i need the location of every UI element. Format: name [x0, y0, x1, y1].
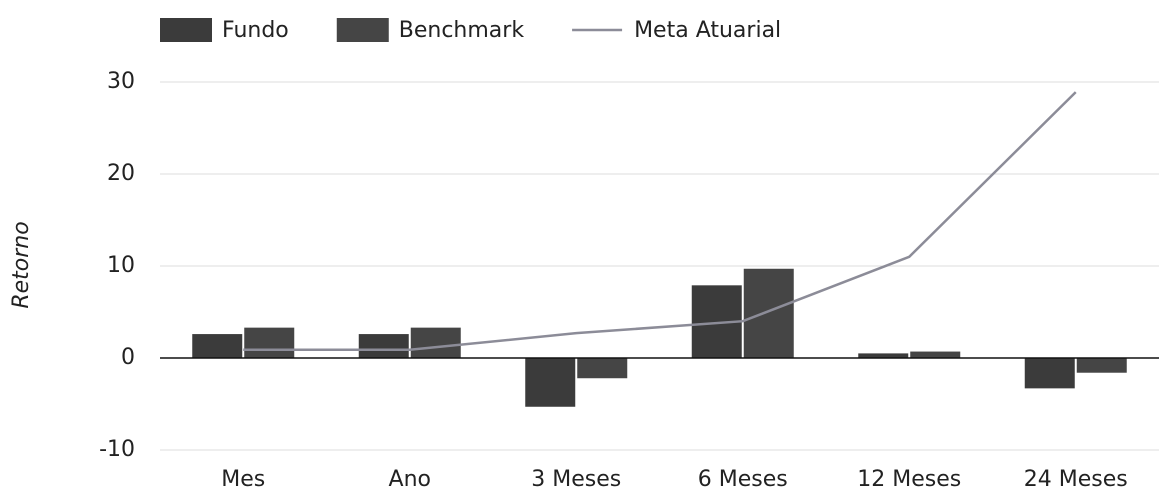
bar [577, 358, 628, 379]
x-tick-label: 6 Meses [698, 467, 788, 491]
x-tick-label: Mes [221, 467, 265, 491]
bar [410, 327, 461, 358]
legend-label: Meta Atuarial [634, 18, 781, 43]
bar [358, 334, 409, 358]
bar [1024, 358, 1075, 389]
legend-label: Benchmark [399, 18, 525, 43]
bar [192, 334, 243, 358]
legend-swatch [160, 18, 212, 42]
bar [743, 268, 794, 358]
legend-swatch [336, 18, 389, 42]
y-tick-label: -10 [99, 437, 135, 462]
y-tick-label: 10 [107, 253, 135, 278]
y-tick-label: 30 [107, 69, 135, 94]
bar [1076, 358, 1127, 373]
bar [244, 327, 295, 358]
x-tick-label: 24 Meses [1024, 467, 1128, 491]
x-tick-label: Ano [389, 467, 431, 491]
y-axis-label: Retorno [9, 221, 34, 308]
bar [910, 351, 961, 358]
x-tick-label: 3 Meses [531, 467, 621, 491]
x-tick-label: 12 Meses [857, 467, 961, 491]
bar [525, 358, 576, 407]
bar [858, 353, 909, 358]
line [243, 91, 1077, 351]
y-tick-label: 0 [121, 345, 135, 370]
y-tick-label: 20 [107, 161, 135, 186]
legend-label: Fundo [222, 18, 289, 43]
